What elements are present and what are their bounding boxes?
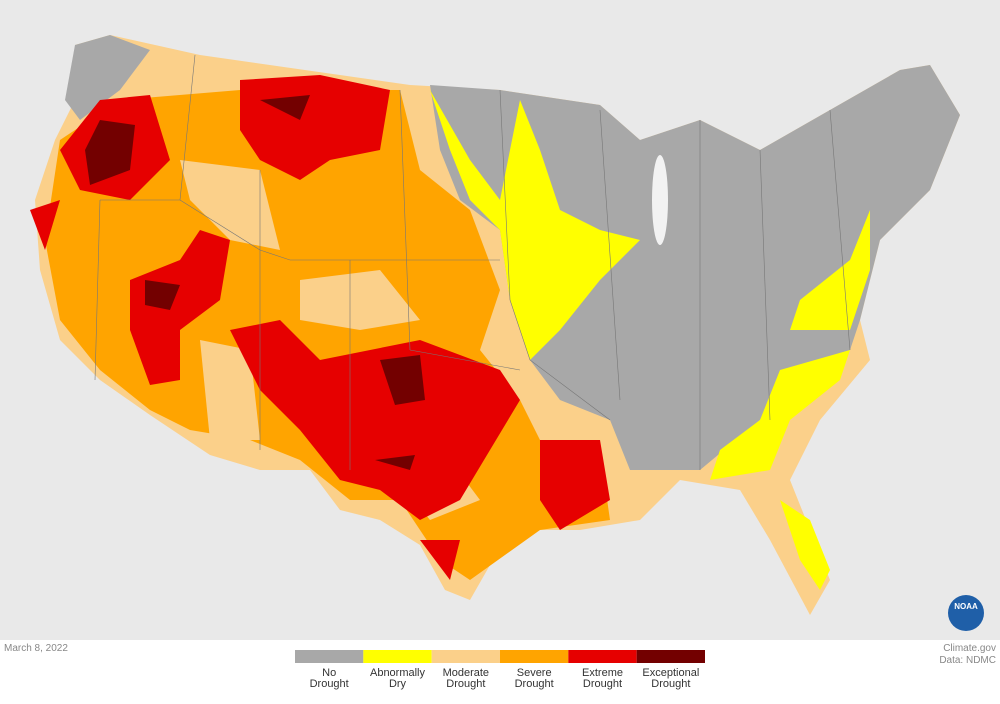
legend-swatch [636,650,705,663]
dry-east [710,210,870,590]
legend-label: Abnormally Dry [370,667,426,690]
legend-label-line: Dry [389,678,407,690]
state-borders [94,54,851,470]
source-credit: Climate.gov [943,643,996,654]
data-credit: Data: NDMC [939,655,996,666]
legend-swatch [431,650,500,663]
dry-band [430,90,640,360]
legend-label-line: Drought [583,678,622,690]
logo-circle [948,595,984,631]
no-drought-east [430,65,960,470]
legend-swatch [295,650,364,663]
legend-label-line: Abnormally [370,667,426,679]
legend-swatch [568,650,637,663]
map [30,35,960,615]
legend-label: No Drought [310,667,349,690]
legend-swatch [500,650,569,663]
logo-text: NOAA [954,602,978,611]
legend-label-line: No [322,667,336,679]
legend-label-line: Moderate [443,667,489,679]
exceptional [85,95,425,470]
date: March 8, 2022 [4,643,68,654]
no-drought-northwest [65,35,150,120]
noaa-logo: NOAA [948,595,984,631]
legend-label-line: Exceptional [642,667,699,679]
legend-label: Severe Drought [515,667,554,690]
legend-label-line: Extreme [582,667,623,679]
legend-label-line: Drought [446,678,485,690]
legend-label-line: Drought [310,678,349,690]
moderate-patches [180,160,480,520]
legend-label: Moderate Drought [443,667,489,690]
extreme [30,75,610,580]
lake-michigan [652,155,668,245]
footer [0,640,1000,704]
legend-label-line: Drought [515,678,554,690]
legend-label-line: Severe [517,667,552,679]
legend-label: Extreme Drought [582,667,623,690]
legend-label: Exceptional Drought [642,667,699,690]
legend-swatch [363,650,432,663]
legend-label-line: Drought [651,678,690,690]
